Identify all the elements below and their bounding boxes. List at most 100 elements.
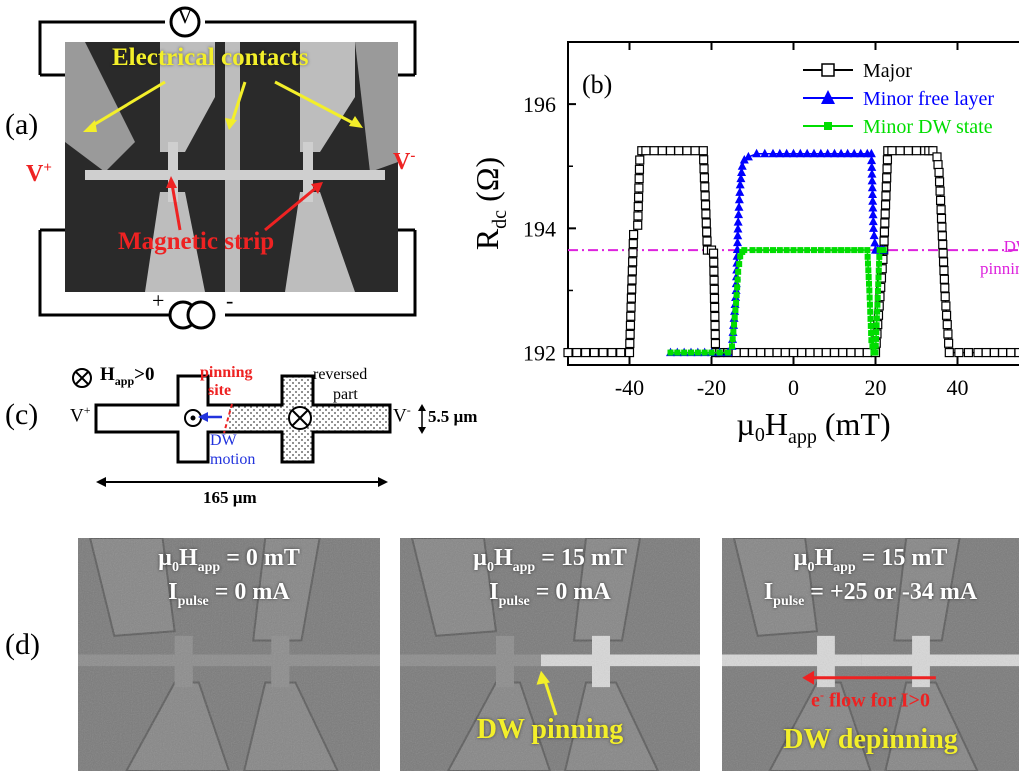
data-point bbox=[862, 347, 872, 358]
kerr-image-background bbox=[400, 538, 700, 771]
data-point bbox=[649, 146, 659, 156]
data-point bbox=[626, 311, 636, 321]
data-point bbox=[635, 155, 645, 165]
data-point bbox=[829, 347, 840, 358]
data-point bbox=[634, 183, 644, 193]
data-point bbox=[867, 162, 877, 171]
data-point bbox=[628, 257, 638, 267]
data-point bbox=[736, 261, 743, 268]
data-point bbox=[633, 211, 643, 221]
data-point bbox=[709, 266, 719, 276]
data-point bbox=[563, 347, 573, 358]
data-point bbox=[963, 347, 974, 358]
data-point bbox=[882, 164, 892, 174]
data-point bbox=[937, 222, 947, 232]
contacts-label: Electrical contacts bbox=[112, 44, 309, 71]
data-point bbox=[867, 169, 877, 178]
data-point bbox=[868, 223, 878, 232]
data-point bbox=[627, 284, 637, 294]
data-point bbox=[809, 148, 819, 158]
data-point bbox=[942, 320, 952, 330]
data-point bbox=[633, 220, 643, 230]
data-point bbox=[734, 202, 744, 211]
kerr-image-background bbox=[78, 538, 380, 771]
data-point bbox=[710, 338, 721, 349]
data-point bbox=[867, 308, 874, 315]
kerr-image-1: µ0Happ = 0 mT Ipulse = 0 mA bbox=[78, 538, 380, 771]
data-point bbox=[756, 247, 763, 254]
data-point bbox=[943, 329, 953, 339]
data-point bbox=[749, 247, 756, 254]
c-v-plus-label: V+ bbox=[70, 403, 91, 427]
data-point bbox=[724, 349, 731, 356]
data-point bbox=[690, 146, 700, 156]
data-point bbox=[624, 347, 635, 358]
data-point bbox=[866, 280, 873, 287]
data-point bbox=[989, 347, 1000, 358]
data-point bbox=[1014, 347, 1019, 358]
data-point bbox=[865, 267, 872, 274]
dw-motion-label: DW motion bbox=[210, 432, 256, 468]
data-point bbox=[709, 257, 719, 267]
data-point bbox=[634, 164, 645, 174]
data-point bbox=[701, 349, 708, 356]
data-point bbox=[868, 209, 878, 219]
data-point bbox=[821, 347, 831, 358]
data-point bbox=[681, 349, 688, 356]
data-point bbox=[634, 174, 644, 184]
pinning-site-label: pinning site bbox=[200, 364, 253, 399]
data-point bbox=[843, 148, 853, 158]
data-point bbox=[775, 148, 785, 158]
data-point bbox=[733, 223, 743, 233]
data-point bbox=[627, 275, 637, 285]
data-point bbox=[735, 187, 745, 196]
data-point bbox=[733, 299, 740, 306]
data-point bbox=[1006, 347, 1016, 358]
legend-marker bbox=[821, 90, 835, 104]
data-point bbox=[874, 308, 881, 315]
data-point bbox=[756, 347, 766, 358]
data-point bbox=[941, 301, 951, 311]
kerr-image-3: µ0Happ = 15 mT Ipulse = +25 or -34 mA DW… bbox=[722, 538, 1019, 771]
data-point bbox=[701, 218, 711, 228]
data-point bbox=[866, 301, 873, 308]
data-point bbox=[589, 347, 599, 358]
data-point bbox=[938, 257, 949, 267]
data-point bbox=[708, 248, 719, 258]
data-point bbox=[838, 247, 845, 254]
y-tick-label: 192 bbox=[523, 341, 556, 366]
length-dimension: 165 µm bbox=[203, 488, 257, 507]
data-point bbox=[938, 239, 948, 250]
data-point bbox=[776, 247, 783, 254]
data-point bbox=[737, 161, 747, 170]
data-point bbox=[813, 347, 823, 358]
kerr-field-label: µ0Happ = 15 mT bbox=[473, 545, 627, 575]
data-point bbox=[938, 248, 948, 258]
data-point bbox=[868, 203, 878, 212]
data-point bbox=[866, 294, 873, 301]
data-point bbox=[702, 236, 712, 246]
data-point bbox=[790, 247, 797, 254]
data-point bbox=[729, 343, 735, 350]
data-point bbox=[629, 229, 639, 240]
data-point bbox=[867, 182, 877, 192]
legend-marker bbox=[821, 63, 835, 77]
data-point bbox=[783, 247, 790, 254]
v-minus-label: V- bbox=[393, 148, 416, 175]
kerr-field-label: µ0Happ = 15 mT bbox=[793, 545, 948, 575]
data-point bbox=[760, 148, 770, 158]
kerr-caption: DW pinning bbox=[476, 714, 624, 745]
data-point bbox=[817, 247, 824, 254]
data-point bbox=[934, 167, 944, 178]
data-point bbox=[731, 321, 738, 328]
data-point bbox=[823, 148, 833, 158]
data-point bbox=[911, 146, 922, 156]
data-point bbox=[874, 288, 881, 295]
data-point bbox=[797, 347, 807, 358]
data-point bbox=[941, 310, 952, 320]
data-point bbox=[752, 148, 762, 158]
data-point bbox=[716, 349, 723, 356]
data-point bbox=[708, 349, 715, 356]
data-point bbox=[866, 287, 873, 294]
